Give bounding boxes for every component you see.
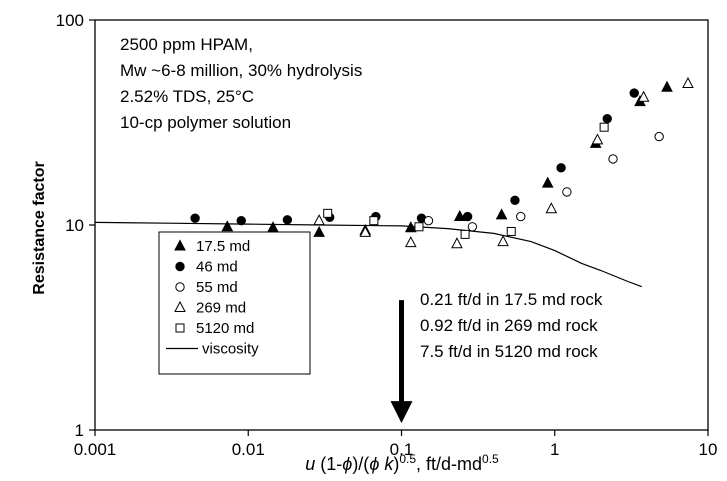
data-point-17-5-md xyxy=(313,225,325,237)
legend-swatch xyxy=(175,282,185,292)
arrow-head xyxy=(390,401,413,424)
y-tick-label: 10 xyxy=(65,216,84,235)
data-point-269-md xyxy=(591,133,604,145)
data-point-5120-md xyxy=(506,226,516,236)
data-point-55-md xyxy=(562,187,572,197)
legend-label: 17.5 md xyxy=(196,238,250,255)
legend-items: 17.5 md 46 md 55 md 269 md 5120 md viscosity xyxy=(166,238,259,358)
data-point-46-md xyxy=(629,88,639,98)
x-axis-label-part: ) xyxy=(393,454,399,474)
x-axis-label-part: 0.5 xyxy=(482,452,499,466)
legend-swatch xyxy=(174,300,186,312)
data-point-17-5-md xyxy=(404,221,417,233)
data-point-17-5-md xyxy=(541,176,554,188)
data-point-55-md xyxy=(608,154,618,164)
annotation-line-1: 2500 ppm HPAM, xyxy=(120,35,253,54)
data-point-5120-md xyxy=(414,222,424,232)
data-points-layer xyxy=(190,76,694,249)
data-point-269-md xyxy=(404,236,417,248)
arrow-note-line-3: 7.5 ft/d in 5120 md rock xyxy=(420,342,598,361)
condition-annotation: 2500 ppm HPAM, Mw ~6-8 million, 30% hydr… xyxy=(120,35,362,132)
data-point-46-md xyxy=(556,163,566,173)
viscosity-line xyxy=(94,221,643,288)
data-point-46-md xyxy=(282,215,293,225)
legend-label: 55 md xyxy=(196,279,238,296)
annotation-line-4: 10-cp polymer solution xyxy=(120,113,291,132)
data-point-46-md xyxy=(236,215,246,226)
data-point-5120-md xyxy=(323,208,333,218)
arrow-annotation-text: 0.21 ft/d in 17.5 md rock 0.92 ft/d in 2… xyxy=(420,290,603,361)
x-axis-label-part: ϕ k xyxy=(369,454,394,474)
data-point-55-md xyxy=(423,215,434,226)
legend-swatch xyxy=(175,261,185,272)
arrow-annotation xyxy=(390,300,413,424)
legend-label: viscosity xyxy=(202,341,259,358)
axis-ticks: 0.001 0.01 0.1 1 10 1 10 100 xyxy=(56,11,718,459)
legend-swatch xyxy=(175,323,185,333)
data-point-5120-md xyxy=(599,122,609,132)
y-tick-label: 100 xyxy=(56,11,84,30)
y-tick-label: 1 xyxy=(75,421,84,440)
data-point-55-md xyxy=(516,211,526,222)
x-axis-label-part: 0.5 xyxy=(399,452,416,466)
data-point-269-md xyxy=(497,235,509,247)
data-point-17-5-md xyxy=(661,80,673,92)
data-point-17-5-md xyxy=(453,209,466,222)
annotation-line-2: Mw ~6-8 million, 30% hydrolysis xyxy=(120,61,362,80)
data-point-46-md xyxy=(462,211,473,222)
data-point-269-md xyxy=(682,76,694,89)
data-point-17-5-md xyxy=(495,208,508,220)
data-point-17-5-md xyxy=(221,220,234,232)
x-tick-label: 1 xyxy=(550,440,559,459)
data-point-269-md xyxy=(637,90,650,102)
viscosity-curve-layer xyxy=(94,221,643,288)
data-point-46-md xyxy=(510,195,520,205)
x-tick-label: 0.1 xyxy=(390,440,414,459)
y-axis-label: Resistance factor xyxy=(31,161,48,294)
data-point-5120-md xyxy=(369,216,379,226)
x-axis-label-part: , ft/d-md xyxy=(416,454,482,474)
data-point-269-md xyxy=(313,214,325,226)
legend-label: 5120 md xyxy=(196,320,254,337)
x-axis-label-part: )/( xyxy=(352,454,369,474)
legend-box xyxy=(158,231,311,375)
data-point-55-md xyxy=(654,131,664,142)
data-point-269-md xyxy=(451,237,463,249)
data-point-269-md xyxy=(359,225,372,237)
arrow-note-line-1: 0.21 ft/d in 17.5 md rock xyxy=(420,290,603,309)
legend-swatch xyxy=(174,239,186,251)
annotation-line-3: 2.52% TDS, 25°C xyxy=(120,87,254,106)
x-tick-label: 10 xyxy=(699,440,718,459)
legend-label: 46 md xyxy=(196,259,238,276)
data-point-46-md xyxy=(190,213,200,223)
arrow-note-line-2: 0.92 ft/d in 269 md rock xyxy=(420,316,598,335)
x-tick-label: 0.001 xyxy=(74,440,117,459)
data-point-5120-md xyxy=(460,229,470,239)
x-tick-label: 0.01 xyxy=(232,440,265,459)
legend-label: 269 md xyxy=(196,300,246,317)
data-point-46-md xyxy=(602,114,612,124)
x-axis-label-part: u xyxy=(305,454,315,474)
x-axis-label: u (1-ϕ)/(ϕ k)0.5, ft/d-md0.5 xyxy=(305,452,499,474)
data-point-55-md xyxy=(467,222,478,232)
data-point-269-md xyxy=(545,202,558,214)
x-axis-label-part: ϕ xyxy=(342,454,352,474)
x-axis-label-part: (1- xyxy=(315,454,342,474)
legend: 17.5 md 46 md 55 md 269 md 5120 md viscosity xyxy=(158,231,311,375)
